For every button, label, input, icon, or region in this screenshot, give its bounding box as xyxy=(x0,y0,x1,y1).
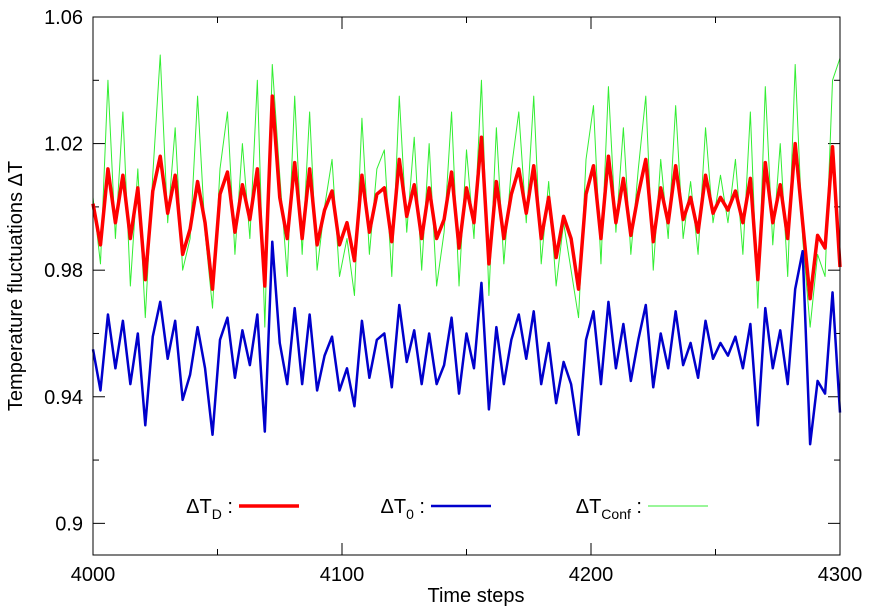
legend-label: ΔT0 : xyxy=(381,496,426,522)
plot-frame xyxy=(92,16,841,556)
x-tick-label: 4100 xyxy=(320,564,365,586)
series-line xyxy=(91,240,842,446)
legend-separator: : xyxy=(631,496,642,518)
legend-name: ΔT xyxy=(576,496,602,518)
legend-subscript: Conf xyxy=(601,506,631,522)
legend-name: ΔT xyxy=(381,496,407,518)
legend-separator: : xyxy=(414,496,425,518)
series-line xyxy=(91,94,842,301)
y-tick-label: 1.02 xyxy=(44,134,83,156)
legend-subscript: D xyxy=(212,506,222,522)
y-tick-label: 0.94 xyxy=(44,387,83,409)
y-axis-label: Temperature fluctuations ΔT xyxy=(5,161,27,411)
legend-label: ΔTD : xyxy=(186,496,233,522)
y-tick-label: 1.06 xyxy=(44,7,83,29)
x-tick-label: 4300 xyxy=(818,564,863,586)
y-tick-label: 0.98 xyxy=(44,260,83,282)
y-tick-label: 0.9 xyxy=(55,513,83,535)
legend-name: ΔT xyxy=(186,496,212,518)
legend-subscript: 0 xyxy=(406,506,414,522)
x-tick-label: 4200 xyxy=(569,564,614,586)
legend-label: ΔTConf : xyxy=(576,496,642,522)
legend-separator: : xyxy=(222,496,233,518)
x-tick-label: 4000 xyxy=(71,564,116,586)
x-axis-label: Time steps xyxy=(427,585,524,607)
